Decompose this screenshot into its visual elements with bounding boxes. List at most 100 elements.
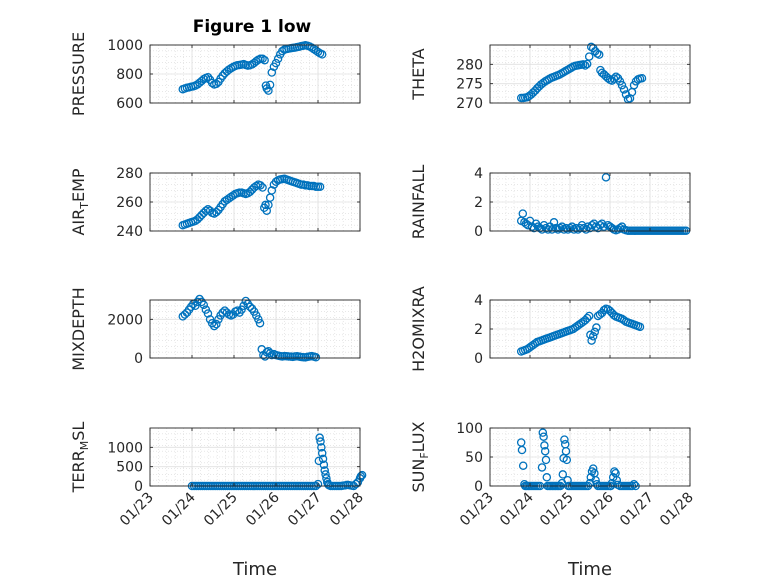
data-point xyxy=(601,173,611,182)
data-point xyxy=(273,54,283,64)
subplot-mixdepth: 0 2000 MIXDEPTH xyxy=(69,287,361,371)
data-point xyxy=(195,212,204,222)
data-point xyxy=(321,470,330,479)
data-point xyxy=(555,223,565,233)
y-axis-label: AIRTEMP xyxy=(69,168,91,235)
data-point xyxy=(313,47,323,57)
data-point xyxy=(212,79,221,89)
y-tick-label: 800 xyxy=(116,67,143,83)
data-point xyxy=(588,464,598,473)
data-point xyxy=(579,223,589,233)
data-point xyxy=(212,319,221,329)
data-point xyxy=(267,186,277,195)
y-axis-label-main: SUN xyxy=(409,459,428,493)
y-tick-label: 600 xyxy=(116,96,143,112)
x-tick-label: 01/28 xyxy=(327,490,367,530)
y-axis-label: H2OMIXRA xyxy=(409,286,428,372)
y-axis-label: RAINFALL xyxy=(409,165,428,240)
data-point xyxy=(256,181,265,190)
data-point xyxy=(590,327,600,337)
y-tick-label: 0 xyxy=(134,351,143,367)
data-point xyxy=(212,207,221,217)
x-axis-label: Time xyxy=(232,559,277,580)
data-point xyxy=(537,463,547,472)
data-point xyxy=(551,223,561,233)
series-theta xyxy=(516,42,647,104)
data-point xyxy=(565,223,575,233)
series-mixdepth xyxy=(178,294,321,362)
data-point xyxy=(549,218,559,227)
subplot-rainfall: 0 2 4 RAINFALL xyxy=(409,165,691,240)
x-tick-label: 01/27 xyxy=(617,490,657,530)
y-tick-label: 280 xyxy=(456,57,483,73)
data-point xyxy=(315,182,325,192)
data-point xyxy=(311,46,321,55)
data-point xyxy=(587,336,596,345)
x-tick-label: 01/24 xyxy=(159,489,199,529)
data-point xyxy=(538,428,548,437)
data-point xyxy=(207,78,217,88)
y-tick-label: 2000 xyxy=(107,312,143,328)
data-point xyxy=(635,322,645,332)
data-point xyxy=(218,71,227,80)
y-axis-label-rest: SL xyxy=(69,422,88,441)
data-point xyxy=(351,479,361,489)
y-tick-label: 280 xyxy=(116,166,143,182)
data-point xyxy=(629,480,639,489)
y-tick-label: 100 xyxy=(456,421,483,437)
data-point xyxy=(320,466,329,475)
y-axis-label: THETA xyxy=(409,48,428,100)
data-point xyxy=(599,222,609,231)
tick-marks xyxy=(149,172,361,232)
y-tick-label: 1000 xyxy=(107,38,143,54)
x-tick-label: 01/28 xyxy=(657,490,697,530)
data-point xyxy=(316,437,325,446)
subplot-pressure: 600 800 1000 PRESSURE xyxy=(69,32,361,116)
data-point xyxy=(233,306,242,315)
data-point xyxy=(318,454,328,464)
data-point xyxy=(539,432,548,441)
y-axis-label-subscript: F xyxy=(418,452,431,458)
data-point xyxy=(637,74,647,83)
data-point xyxy=(197,76,206,86)
y-axis-label-rest: LUX xyxy=(409,421,428,452)
data-point xyxy=(610,467,619,476)
y-tick-label: 50 xyxy=(465,450,483,466)
data-point xyxy=(619,85,629,94)
series-air_temp xyxy=(178,174,325,230)
tick-marks xyxy=(489,45,691,104)
data-point xyxy=(265,348,275,358)
data-point xyxy=(309,44,319,54)
data-point xyxy=(199,300,209,310)
y-tick-label: 270 xyxy=(456,96,483,112)
data-point xyxy=(311,352,321,362)
data-point xyxy=(245,187,255,197)
data-point xyxy=(580,61,590,70)
tick-marks xyxy=(489,427,691,487)
y-axis-label-subscript: M xyxy=(78,441,91,451)
data-point xyxy=(245,302,255,312)
data-point xyxy=(317,443,326,452)
y-tick-label: 275 xyxy=(456,77,483,93)
data-point xyxy=(541,223,551,233)
y-axis-label-main: TERR xyxy=(69,450,88,493)
tick-marks xyxy=(149,44,361,104)
data-point xyxy=(599,305,609,315)
data-point xyxy=(617,80,627,90)
data-point xyxy=(357,470,367,480)
data-point xyxy=(542,473,552,482)
x-tick-label: 01/23 xyxy=(457,490,497,530)
data-point xyxy=(262,206,272,215)
x-tick-label: 01/26 xyxy=(577,489,617,529)
data-point xyxy=(258,183,267,192)
data-point xyxy=(560,435,569,444)
y-tick-label: 240 xyxy=(116,224,143,240)
data-point xyxy=(540,441,549,450)
data-point xyxy=(537,225,547,234)
data-point xyxy=(313,479,323,489)
series-pressure xyxy=(178,41,327,95)
y-axis-label: MIXDEPTH xyxy=(69,287,88,370)
data-point xyxy=(540,446,550,456)
data-point xyxy=(356,472,366,481)
